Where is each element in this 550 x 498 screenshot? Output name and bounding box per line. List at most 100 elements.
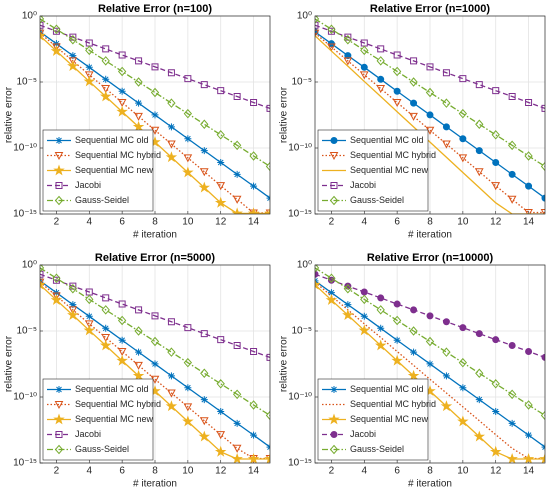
y-axis-label: relative error: [4, 335, 15, 392]
marker: [376, 305, 385, 315]
x-tick-label: 14: [523, 217, 535, 228]
marker: [134, 112, 143, 121]
marker: [522, 453, 535, 463]
legend-label: Sequential MC hybrid: [350, 399, 436, 409]
marker: [83, 324, 96, 336]
marker: [52, 276, 60, 284]
marker: [491, 379, 500, 389]
y-tick-label: 10⁻¹⁵: [13, 458, 37, 469]
marker: [250, 431, 258, 439]
marker: [442, 98, 451, 108]
marker: [84, 71, 94, 80]
legend-label: Sequential MC hybrid: [350, 150, 436, 160]
marker: [40, 278, 46, 290]
marker: [216, 182, 226, 191]
marker: [117, 347, 127, 357]
marker: [525, 347, 533, 355]
x-tick-label: 10: [457, 466, 469, 477]
y-tick-label: 10⁰: [297, 11, 312, 22]
marker: [214, 445, 227, 457]
marker: [68, 57, 78, 66]
marker: [102, 75, 110, 83]
marker: [150, 336, 160, 347]
marker: [426, 63, 434, 71]
marker: [165, 400, 178, 412]
marker: [475, 81, 483, 89]
marker: [199, 168, 209, 177]
marker: [84, 320, 94, 329]
marker: [118, 87, 126, 95]
axes-box: [314, 15, 546, 215]
x-tick-label: 8: [152, 466, 158, 477]
marker: [327, 289, 335, 297]
x-tick-label: 12: [215, 466, 227, 477]
marker: [199, 417, 209, 426]
marker: [50, 294, 63, 305]
x-tick-label: 6: [119, 217, 125, 228]
marker: [458, 357, 468, 368]
marker: [540, 161, 545, 172]
legend-label: Sequential MC hybrid: [75, 150, 161, 160]
marker: [40, 29, 45, 38]
marker: [327, 27, 335, 35]
marker: [232, 195, 242, 204]
marker: [508, 341, 516, 349]
marker: [343, 283, 353, 294]
marker: [52, 292, 61, 301]
axes-box: [39, 264, 271, 464]
marker: [247, 453, 260, 463]
y-tick-label: 10⁻¹⁵: [288, 458, 312, 469]
marker: [118, 51, 126, 59]
legend-label: Jacobi: [75, 429, 101, 439]
marker: [315, 16, 320, 24]
marker: [85, 294, 94, 305]
axes-box: [39, 15, 271, 215]
y-tick-label: 10⁻⁵: [291, 77, 312, 88]
legend-marker: [330, 182, 338, 189]
marker: [183, 154, 193, 163]
marker: [250, 98, 258, 106]
marker: [67, 309, 79, 320]
marker: [264, 453, 270, 463]
legend-label: Sequential MC new: [75, 165, 154, 175]
marker: [102, 45, 110, 53]
plot: [315, 265, 545, 463]
x-tick-label: 4: [87, 466, 93, 477]
marker: [233, 419, 241, 427]
marker: [475, 147, 483, 155]
legend: Sequential MC old Sequential MC hybrid Seq…: [42, 378, 161, 461]
x-axis-label: # iteration: [133, 479, 177, 490]
marker: [344, 301, 352, 309]
marker: [183, 108, 193, 119]
legend-label: Sequential MC hybrid: [75, 399, 161, 409]
marker: [167, 98, 176, 108]
marker: [117, 66, 127, 77]
marker: [377, 294, 385, 302]
series-line: [315, 32, 545, 214]
legend-marker: [329, 152, 339, 161]
legend: Sequential MC old Sequential MC hybrid Seq…: [42, 129, 161, 212]
legend-marker: [330, 431, 338, 438]
legend-label: Sequential MC old: [350, 135, 424, 145]
marker: [184, 324, 192, 332]
subplot: 2 4 6 8 10 12 14 10⁻¹⁵ 10⁻¹⁰ 10⁻⁵ 10⁰ Relative Erro…: [4, 3, 271, 241]
legend-label: Jacobi: [350, 180, 376, 190]
marker: [524, 151, 533, 161]
marker: [134, 77, 143, 87]
marker: [409, 77, 418, 87]
x-tick-label: 4: [362, 217, 368, 228]
y-tick-label: 10⁻⁵: [291, 326, 312, 337]
marker: [377, 45, 385, 53]
marker: [214, 196, 227, 208]
marker: [118, 300, 126, 308]
marker: [540, 208, 545, 214]
marker: [216, 379, 225, 389]
marker: [85, 63, 93, 71]
marker: [539, 453, 545, 463]
marker: [475, 119, 484, 130]
marker: [52, 43, 61, 52]
series-line: [315, 24, 545, 110]
marker: [83, 75, 96, 87]
chart-title: Relative Error (n=10000): [367, 252, 494, 264]
